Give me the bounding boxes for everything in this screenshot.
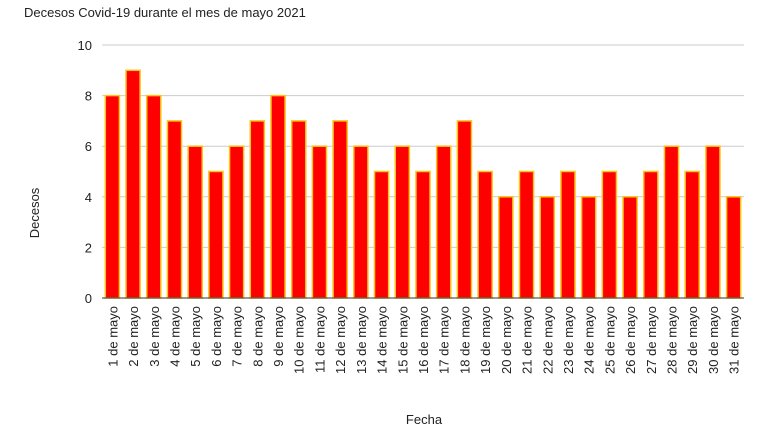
x-tick-label: 29 de mayo [685,306,700,374]
x-tick-label: 6 de mayo [209,306,224,367]
chart-title: Decesos Covid-19 durante el mes de mayo … [24,5,306,20]
bar [477,170,493,299]
x-tick-label: 7 de mayo [230,306,245,367]
bar [601,170,618,299]
x-tick-label: 27 de mayo [644,306,659,374]
bar [663,145,680,299]
bar [145,94,162,299]
bar [560,170,576,299]
bar [228,145,245,299]
x-tick-label: 30 de mayo [706,306,721,374]
x-tick-label: 28 de mayo [665,306,680,374]
x-tick-label: 10 de mayo [292,306,307,374]
bar [270,94,286,299]
y-axis-label: Decesos [27,187,42,238]
bar [394,145,411,299]
bar [373,170,390,299]
bar [166,120,183,299]
x-tick-label: 12 de mayo [333,306,348,374]
bar [311,145,328,299]
bar [187,145,203,299]
x-tick-label: 16 de mayo [416,306,431,374]
bar [456,120,473,299]
x-tick-label: 4 de mayo [167,306,182,367]
x-axis-label: Fecha [406,412,443,427]
x-tick-label: 18 de mayo [457,306,472,374]
y-tick-label: 6 [85,139,92,154]
bar [249,120,266,299]
y-tick-label: 4 [85,190,92,205]
bar [208,170,224,299]
x-tick-label: 20 de mayo [499,306,514,374]
bar [518,170,535,299]
x-tick-label: 24 de mayo [582,306,597,374]
bar [353,145,369,299]
bar [580,196,597,299]
bar [539,196,556,299]
bar [332,120,348,299]
x-axis-ticks: 1 de mayo 2 de mayo 3 de mayo 4 de mayo 5 de… [105,306,741,374]
bar [684,170,701,299]
x-tick-label: 2 de mayo [126,306,141,367]
bar [104,94,121,299]
bar [498,196,514,299]
bar [705,145,721,299]
x-tick-label: 22 de mayo [540,306,555,374]
y-tick-label: 10 [78,38,92,53]
x-tick-label: 26 de mayo [623,306,638,374]
x-tick-label: 3 de mayo [147,306,162,367]
x-tick-label: 23 de mayo [561,306,576,374]
y-tick-label: 8 [85,89,92,104]
x-tick-label: 8 de mayo [250,306,265,367]
bar [725,196,742,299]
x-tick-label: 1 de mayo [105,306,120,367]
bar [290,120,307,299]
x-tick-label: 17 de mayo [437,306,452,374]
x-tick-label: 31 de mayo [727,306,742,374]
bar [435,145,452,299]
x-tick-label: 9 de mayo [271,306,286,367]
x-tick-label: 14 de mayo [375,306,390,374]
bars [104,69,742,299]
bar [125,69,141,299]
x-tick-label: 11 de mayo [312,306,327,373]
y-tick-label: 0 [85,291,92,306]
x-tick-label: 25 de mayo [602,306,617,374]
bar [415,170,431,299]
x-tick-label: 21 de mayo [520,306,535,374]
x-tick-label: 5 de mayo [188,306,203,367]
y-axis-ticks: 0 2 4 6 8 10 [78,38,92,306]
y-tick-label: 2 [85,240,92,255]
bar [622,196,638,299]
x-tick-label: 15 de mayo [395,306,410,374]
x-tick-label: 19 de mayo [478,306,493,374]
bar [643,170,659,299]
x-tick-label: 13 de mayo [354,306,369,374]
